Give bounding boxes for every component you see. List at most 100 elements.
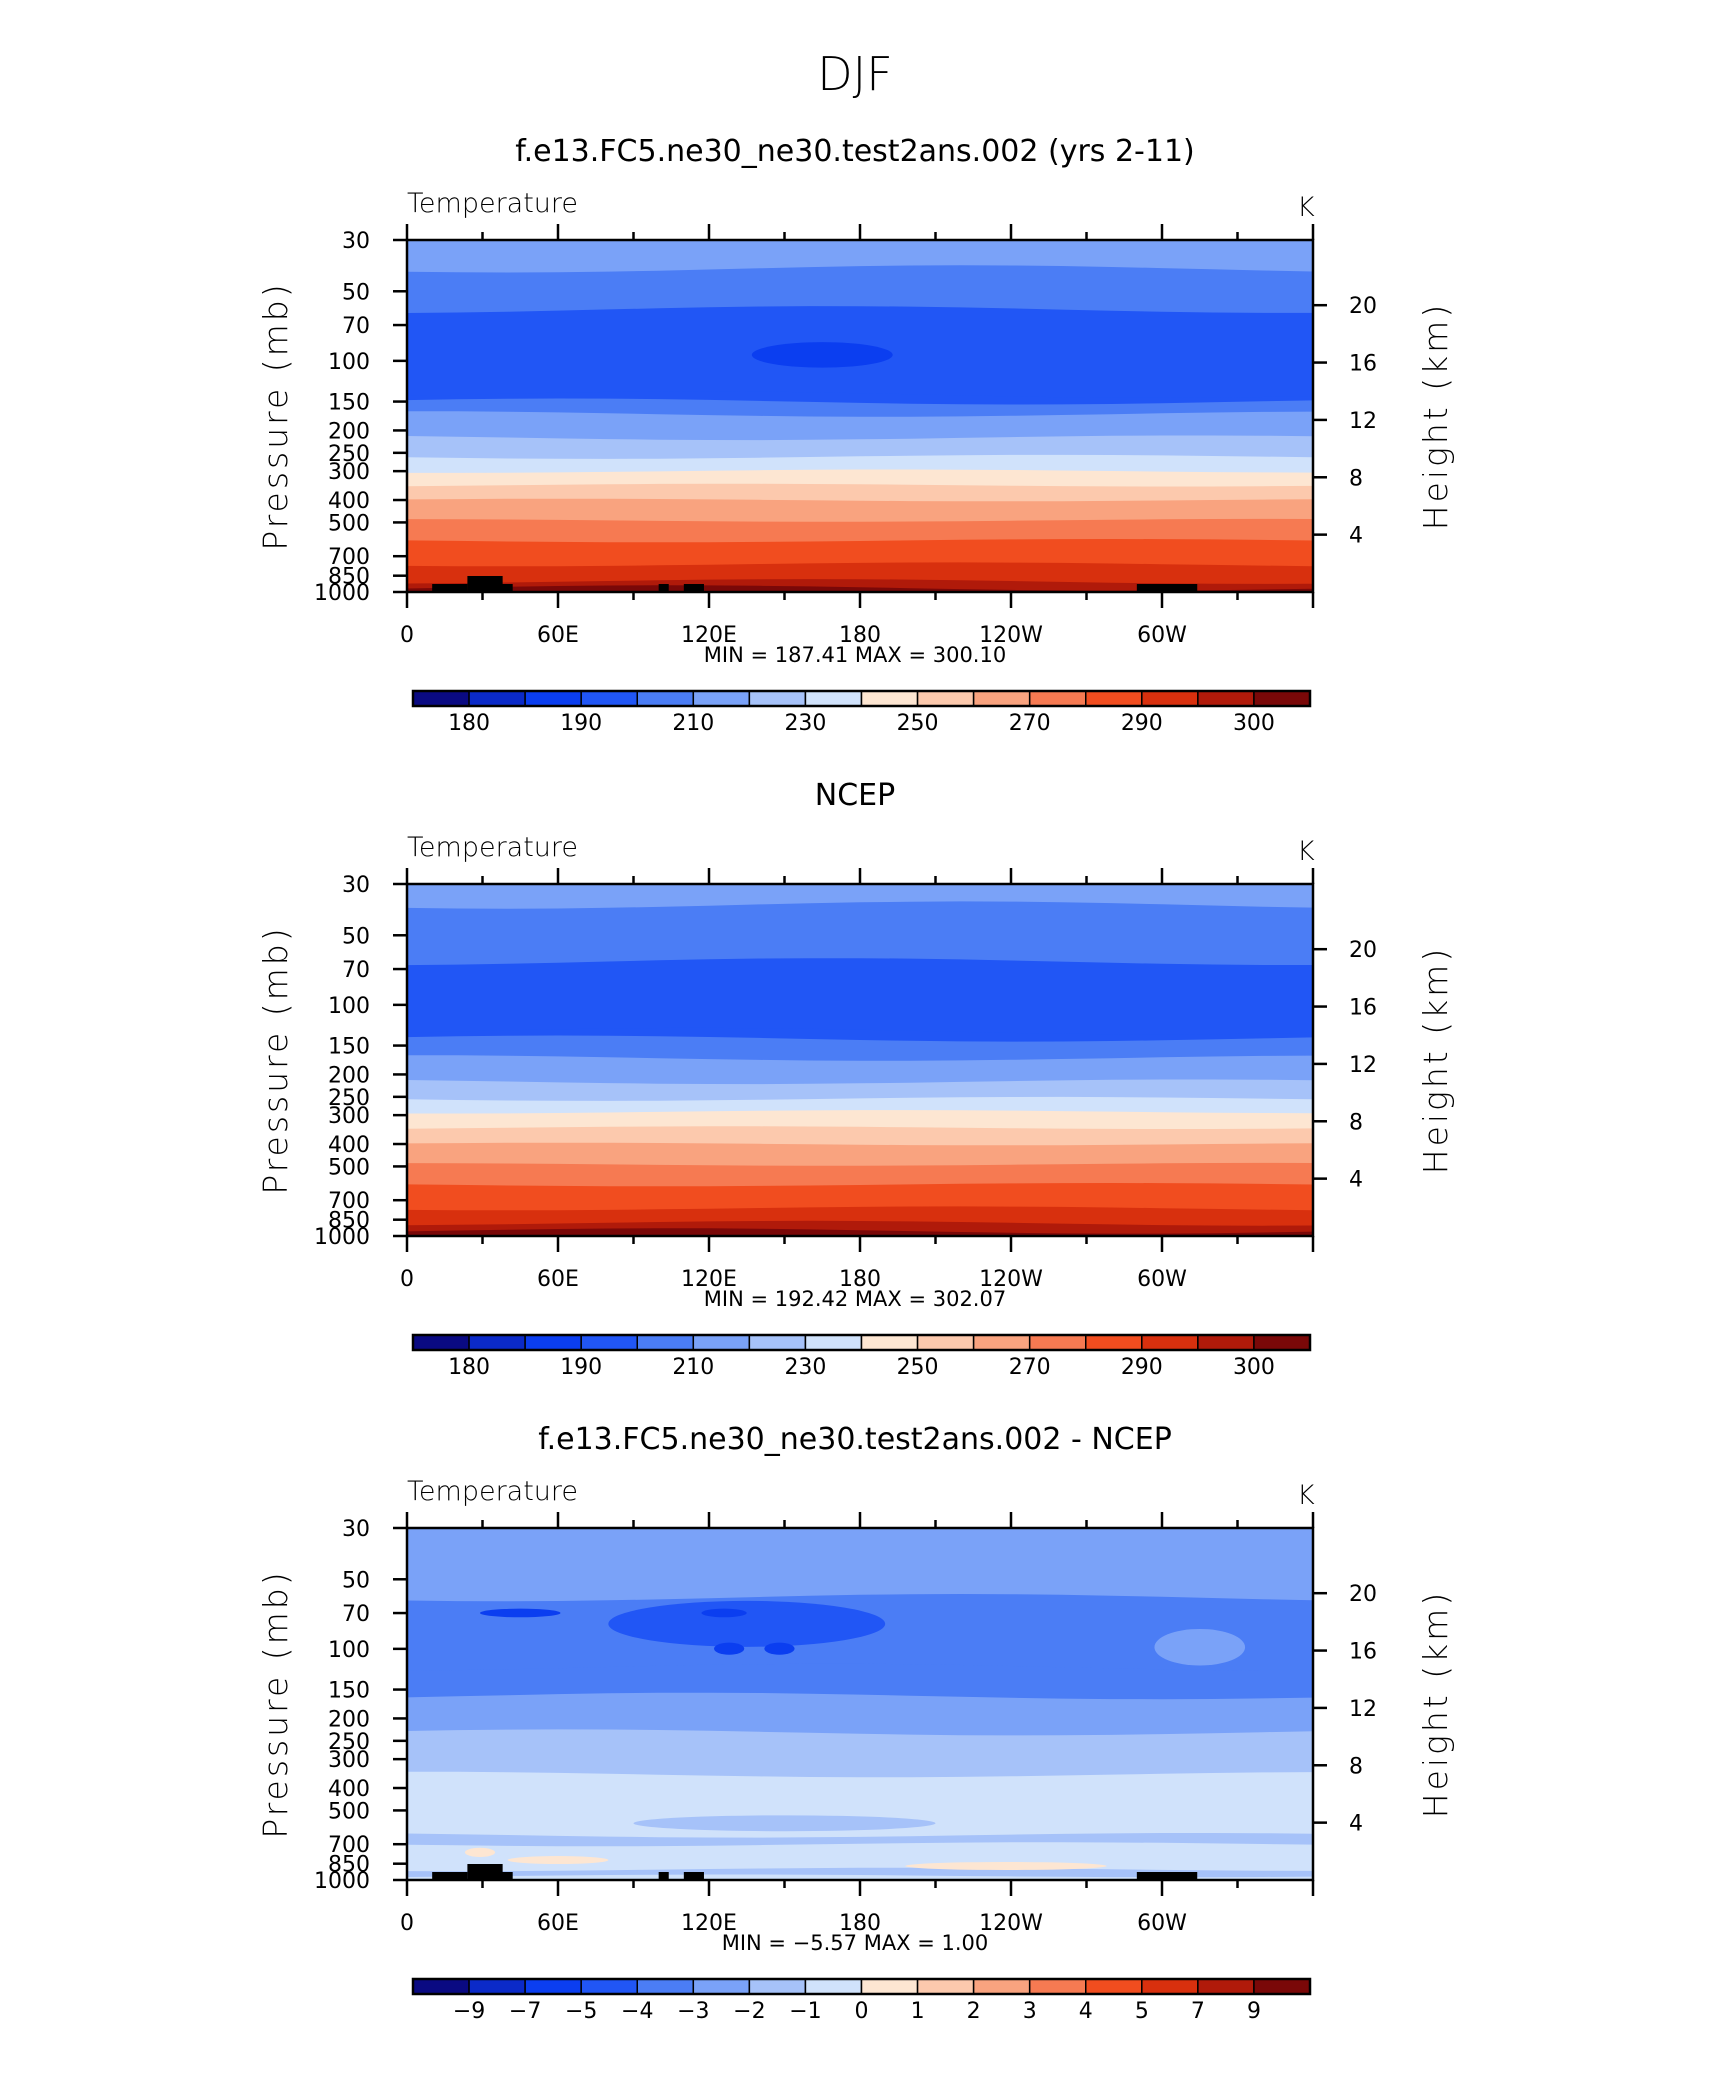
y2-axis-label: Height (km) <box>1416 946 1455 1174</box>
colorbar-label: 0 <box>855 1999 869 2024</box>
x-tick-label: 180 <box>839 1911 881 1936</box>
colorbar-box <box>1197 1978 1255 1995</box>
y-tick-label: 500 <box>328 1799 370 1824</box>
y-tick-label: 70 <box>342 958 370 983</box>
y-tick-label: 250 <box>328 1086 370 1111</box>
y-tick-label: 500 <box>328 511 370 536</box>
colorbar-box <box>524 690 582 707</box>
colorbar-box <box>524 1334 582 1351</box>
topography-mask <box>683 584 704 592</box>
x-tick-label: 120W <box>979 1911 1043 1936</box>
y-tick-label: 50 <box>342 280 370 305</box>
colorbar-box <box>580 1334 638 1351</box>
y-tick-label: 700 <box>328 545 370 570</box>
topography-mask <box>683 1872 704 1880</box>
contour-feature <box>751 342 893 368</box>
y-tick-label: 850 <box>328 1853 370 1878</box>
colorbar-label: 300 <box>1233 1355 1275 1380</box>
y-tick-label: 300 <box>328 1104 370 1129</box>
y2-tick-label: 12 <box>1349 409 1377 434</box>
y-tick-label: 50 <box>342 924 370 949</box>
colorbar-frame <box>411 1977 1312 1996</box>
y-tick-label: 100 <box>328 350 370 375</box>
x-tick-label: 60E <box>537 623 579 648</box>
contour-band <box>407 1228 1313 1236</box>
y2-tick-label: 12 <box>1349 1053 1377 1078</box>
x-tick-label: 120W <box>979 623 1043 648</box>
x-tick-label: 180 <box>839 1267 881 1292</box>
x-tick-label: 120E <box>681 1911 737 1936</box>
figure-title: DJF <box>817 47 892 101</box>
y2-tick-label: 8 <box>1349 1754 1363 1779</box>
y-axis-label: Pressure (mb) <box>256 1569 295 1838</box>
colorbar-box <box>468 690 526 707</box>
y-tick-label: 30 <box>342 873 370 898</box>
contour-feature <box>714 1642 745 1655</box>
topography-mask <box>1136 584 1198 592</box>
y-tick-label: 700 <box>328 1189 370 1214</box>
colorbar-box <box>580 690 638 707</box>
x-tick-label: 60E <box>537 1267 579 1292</box>
colorbar-box <box>972 1978 1031 1995</box>
y-tick-label: 150 <box>328 1679 370 1704</box>
colorbar-box <box>916 1978 975 1995</box>
topography-mask <box>658 584 669 592</box>
colorbar-box <box>916 1334 975 1351</box>
contour-feature <box>633 1815 936 1832</box>
y-tick-label: 400 <box>328 1777 370 1802</box>
colorbar-box <box>972 1334 1031 1351</box>
y-tick-label: 300 <box>328 1748 370 1773</box>
colorbar-box <box>692 690 751 707</box>
colorbar-box <box>636 1334 695 1351</box>
colorbar-box <box>804 1334 863 1351</box>
colorbar-box <box>804 1978 863 1995</box>
colorbar-label: −5 <box>565 1999 597 2024</box>
contour-feature <box>764 1642 795 1655</box>
y2-axis-label: Height (km) <box>1416 302 1455 530</box>
y2-tick-label: 4 <box>1349 1812 1363 1837</box>
topography-mask <box>658 1872 669 1880</box>
colorbar-box <box>1253 1334 1311 1351</box>
colorbar-label: 300 <box>1233 711 1275 736</box>
x-tick-label: 120E <box>681 1267 737 1292</box>
colorbar-box <box>1253 1978 1311 1995</box>
y-axis-label: Pressure (mb) <box>256 281 295 550</box>
colorbar-box <box>1028 1334 1087 1351</box>
panel-model: f.e13.FC5.ne30_ne30.test2ans.002 (yrs 2-… <box>256 134 1455 736</box>
colorbar-box <box>636 690 695 707</box>
colorbar-label: −4 <box>621 1999 653 2024</box>
colorbar-label: 210 <box>672 711 714 736</box>
colorbar-label: 9 <box>1247 1999 1261 2024</box>
colorbar-box <box>1085 690 1143 707</box>
topography-mask <box>1136 1872 1198 1880</box>
colorbar-label: 270 <box>1009 711 1051 736</box>
colorbar-label: −7 <box>509 1999 541 2024</box>
contour-feature <box>479 1608 561 1618</box>
colorbar-label: −3 <box>677 1999 709 2024</box>
min-max-stats: MIN = 187.41 MAX = 300.10 <box>704 643 1006 667</box>
colorbar-label: 250 <box>897 1355 939 1380</box>
colorbar-box <box>1085 1978 1143 1995</box>
units-label: K <box>1297 836 1315 867</box>
colorbar-box <box>860 1334 919 1351</box>
y-tick-label: 850 <box>328 1209 370 1234</box>
y-tick-label: 250 <box>328 1730 370 1755</box>
colorbar-box <box>1141 1334 1199 1351</box>
panel-ncep: NCEP Temperature K 0 60E 120E 180 120W 60W 30 50 70… <box>256 778 1455 1380</box>
colorbar-label: 210 <box>672 1355 714 1380</box>
topography-mask <box>495 584 513 592</box>
y2-tick-label: 20 <box>1349 938 1377 963</box>
colorbar-box <box>580 1978 638 1995</box>
colorbar-box <box>412 1334 470 1351</box>
panel-subtitle: Temperature <box>407 188 578 219</box>
y2-tick-label: 16 <box>1349 1640 1377 1665</box>
y2-tick-label: 4 <box>1349 1168 1363 1193</box>
panel-title: NCEP <box>815 778 895 813</box>
y-tick-label: 300 <box>328 460 370 485</box>
y2-tick-label: 8 <box>1349 1110 1363 1135</box>
colorbar-label: 290 <box>1121 711 1163 736</box>
units-label: K <box>1297 1480 1315 1511</box>
x-tick-label: 60W <box>1137 1267 1187 1292</box>
topography-mask <box>432 1872 468 1880</box>
